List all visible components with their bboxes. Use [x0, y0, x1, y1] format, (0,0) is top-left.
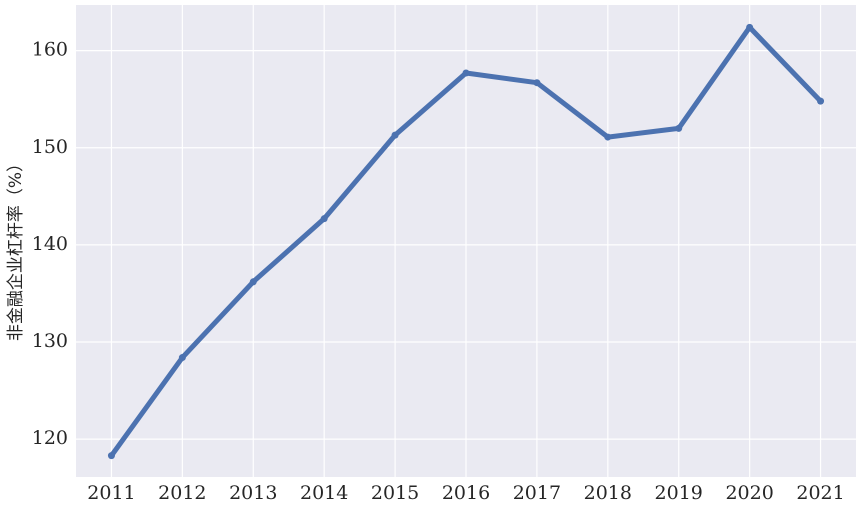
- x-tick-label: 2014: [300, 482, 348, 504]
- y-tick-label: 120: [32, 427, 68, 449]
- marker: [178, 354, 186, 362]
- x-tick-label: 2019: [655, 482, 703, 504]
- marker: [746, 23, 754, 31]
- marker: [391, 131, 399, 139]
- x-tick-label: 2012: [158, 482, 206, 504]
- marker: [533, 79, 541, 87]
- x-tick-label: 2017: [513, 482, 561, 504]
- x-tick-label: 2018: [584, 482, 632, 504]
- marker: [249, 278, 257, 286]
- y-tick-label: 130: [32, 330, 68, 352]
- marker: [462, 69, 470, 77]
- x-tick-label: 2020: [725, 482, 773, 504]
- y-tick-label: 140: [32, 233, 68, 255]
- marker: [604, 133, 612, 141]
- x-tick-label: 2011: [87, 482, 135, 504]
- marker: [675, 124, 683, 132]
- marker: [320, 215, 328, 223]
- x-tick-label: 2016: [442, 482, 490, 504]
- x-tick-label: 2015: [371, 482, 419, 504]
- y-tick-label: 160: [32, 39, 68, 61]
- y-tick-label: 150: [32, 136, 68, 158]
- y-axis-label: 非金融企业杠杆率（%）: [6, 155, 26, 341]
- marker: [107, 452, 115, 460]
- x-tick-label: 2013: [229, 482, 277, 504]
- x-tick-label: 2021: [796, 482, 844, 504]
- marker: [817, 97, 825, 105]
